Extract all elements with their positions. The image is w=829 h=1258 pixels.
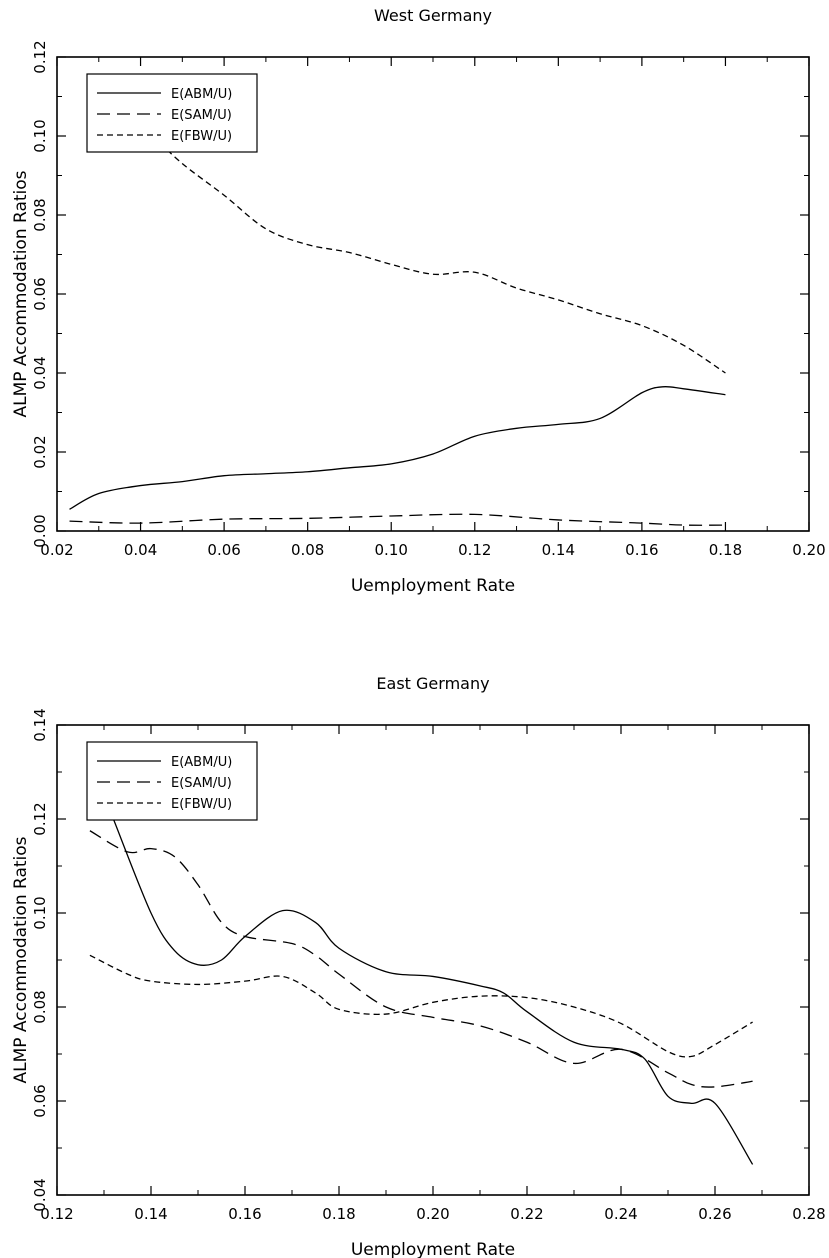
x-axis-label: Uemployment Rate xyxy=(351,576,515,596)
y-tick-label: 0.06 xyxy=(31,1084,49,1117)
legend-label: E(FBW/U) xyxy=(171,797,232,812)
y-tick-label: 0.04 xyxy=(31,1178,49,1211)
y-axis-label: ALMP Accommodation Ratios xyxy=(11,836,31,1083)
x-axis-label: Uemployment Rate xyxy=(351,1240,515,1258)
y-tick-label: 0.12 xyxy=(31,40,49,73)
x-tick-label: 0.16 xyxy=(625,541,658,559)
legend-box xyxy=(86,73,258,153)
y-tick-label: 0.08 xyxy=(31,198,49,231)
legend-label: E(SAM/U) xyxy=(171,108,232,123)
y-tick-label: 0.14 xyxy=(31,708,49,741)
x-tick-label: 0.26 xyxy=(698,1205,731,1223)
x-tick-label: 0.04 xyxy=(124,541,157,559)
x-tick-label: 0.12 xyxy=(40,1205,73,1223)
y-tick-label: 0.12 xyxy=(31,802,49,835)
series-line-e-abm-u xyxy=(112,818,754,1165)
x-tick-label: 0.18 xyxy=(322,1205,355,1223)
x-tick-label: 0.16 xyxy=(228,1205,261,1223)
x-tick-label: 0.22 xyxy=(510,1205,543,1223)
y-tick-label: 0.10 xyxy=(31,896,49,929)
y-tick-label: 0.08 xyxy=(31,990,49,1023)
y-tick-label: 0.04 xyxy=(31,356,49,389)
y-tick-label: 0.02 xyxy=(31,435,49,468)
chart-east-germany: East Germany 0.12 0.14 0.16 0.18 0.20 0.22 0.24… xyxy=(11,674,826,1258)
legend-box xyxy=(86,741,258,821)
x-tick-label: 0.20 xyxy=(792,541,825,559)
legend-label: E(ABM/U) xyxy=(171,87,232,102)
legend-label: E(ABM/U) xyxy=(171,755,232,770)
x-tick-label: 0.02 xyxy=(40,541,73,559)
x-tick-label: 0.24 xyxy=(604,1205,637,1223)
x-tick-label: 0.06 xyxy=(207,541,240,559)
y-tick-label: 0.06 xyxy=(31,277,49,310)
x-tick-label: 0.14 xyxy=(134,1205,167,1223)
legend-label: E(SAM/U) xyxy=(171,776,232,791)
x-tick-label: 0.18 xyxy=(709,541,742,559)
x-tick-label: 0.12 xyxy=(458,541,491,559)
series-line-e-fbw-u xyxy=(152,135,726,374)
x-tick-label: 0.14 xyxy=(542,541,575,559)
series-line-e-abm-u xyxy=(69,386,726,510)
y-tick-label: 0.10 xyxy=(31,119,49,152)
series-line-e-sam-u xyxy=(89,830,753,1088)
chart-title: West Germany xyxy=(374,6,492,25)
x-tick-label: 0.28 xyxy=(792,1205,825,1223)
x-tick-label: 0.20 xyxy=(416,1205,449,1223)
y-tick-label: 0.00 xyxy=(31,514,49,547)
chart-west-germany: West Germany 0.02 0.04 0.06 0.08 0.10 0.12 0.14… xyxy=(11,6,826,596)
legend-label: E(FBW/U) xyxy=(171,129,232,144)
chart-title: East Germany xyxy=(376,674,489,693)
y-axis-label: ALMP Accommodation Ratios xyxy=(11,170,31,417)
x-tick-label: 0.10 xyxy=(375,541,408,559)
series-line-e-sam-u xyxy=(69,513,726,526)
x-tick-label: 0.08 xyxy=(291,541,324,559)
series-line-e-fbw-u xyxy=(89,954,753,1058)
